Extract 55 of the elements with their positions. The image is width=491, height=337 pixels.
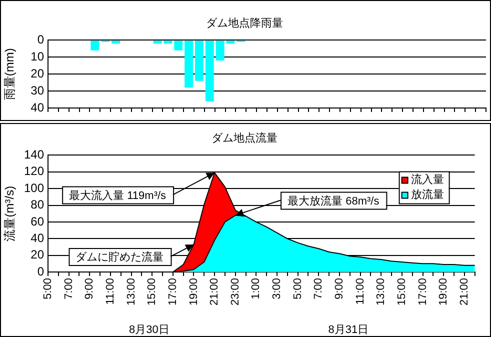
bar [205, 40, 214, 102]
x-tick-label: 11:00 [104, 278, 116, 305]
x-tick-label: 11:00 [354, 278, 366, 305]
annotation: 最大流入量 119m³/s [69, 188, 167, 202]
text: 8月31日 [328, 324, 369, 336]
bar [153, 40, 162, 44]
x-tick-label: 3:00 [271, 278, 284, 300]
x-tick-label: 21:00 [208, 278, 221, 306]
x-tick-label: 1:00 [250, 278, 262, 300]
chart-title: ダム地点流量 [212, 132, 278, 145]
y-tick-label: 100 [24, 180, 44, 195]
y-tick-label: 20 [30, 66, 44, 80]
x-tick-label: 17:00 [166, 278, 179, 306]
y-tick-label: 0 [37, 264, 44, 278]
x-tick-label: 21:00 [458, 278, 470, 306]
x-tick-label: 5:00 [42, 278, 54, 300]
x-tick-label: 23:00 [229, 278, 242, 306]
y-tick-label: 40 [30, 230, 44, 245]
text: 8月30日 [128, 324, 170, 336]
x-tick-label: 15:00 [146, 278, 158, 306]
x-tick-label: 19:00 [188, 278, 200, 306]
x-tick-label: 15:00 [396, 278, 408, 306]
y-tick-label: 60 [30, 214, 44, 228]
x-tick-label: 5:00 [292, 278, 304, 300]
bar [164, 40, 172, 44]
y-tick-label: 20 [30, 248, 44, 262]
bar [226, 40, 235, 44]
x-tick-label: 13:00 [125, 278, 138, 306]
bar [174, 40, 183, 50]
legend-label: 放流量 [410, 188, 444, 202]
legend-label: 流入量 [410, 173, 444, 186]
y-tick-label: 140 [24, 148, 44, 162]
bar [184, 40, 193, 88]
x-tick-label: 9:00 [334, 278, 346, 300]
x-tick-label: 7:00 [62, 278, 75, 300]
x-tick-label: 17:00 [416, 278, 429, 306]
x-tick-label: 19:00 [438, 278, 450, 306]
y-tick-label: 120 [24, 164, 44, 178]
x-tick-label: 7:00 [312, 278, 325, 300]
x-tick-label: 9:00 [84, 278, 96, 300]
y-axis-title: 流量(m³/s) [2, 186, 17, 242]
y-tick-label: 0 [37, 32, 44, 47]
x-tick-label: 13:00 [375, 278, 388, 306]
bar [216, 40, 224, 61]
bar [90, 40, 100, 50]
annotation: 最大放流量 68m³/s [288, 194, 380, 208]
y-tick-label: 80 [30, 198, 44, 212]
y-tick-label: 10 [30, 49, 44, 64]
bar [112, 40, 120, 44]
chart-title: ダム地点降雨量 [206, 16, 283, 30]
annotation: ダムに貯めた流量 [76, 250, 164, 264]
bar [195, 40, 204, 81]
y-axis-title: 雨量(mm) [2, 48, 17, 100]
y-tick-label: 40 [30, 100, 44, 114]
y-tick-label: 30 [30, 83, 44, 98]
